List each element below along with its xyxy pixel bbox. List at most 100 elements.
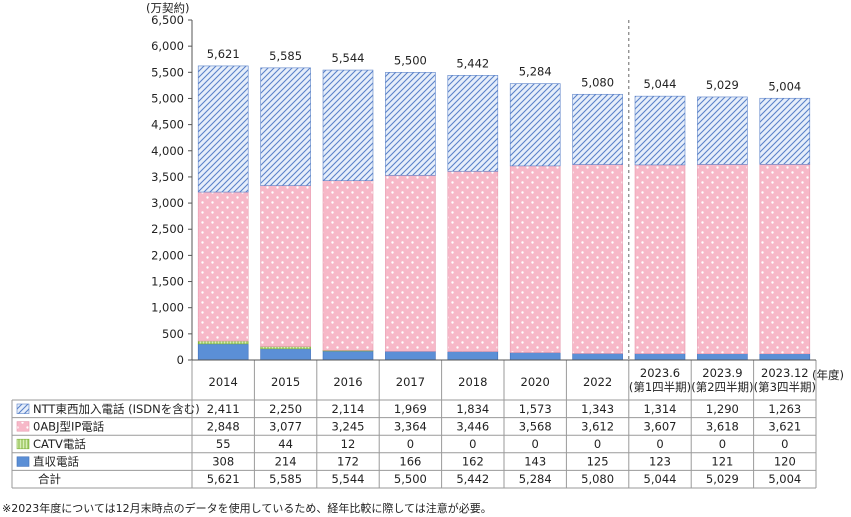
legend-swatch bbox=[16, 421, 30, 432]
y-tick-label: 1,000 bbox=[151, 301, 184, 315]
y-tick-label: 4,500 bbox=[151, 118, 184, 132]
y-tick-label: 500 bbox=[162, 327, 184, 341]
table-cell: 1,834 bbox=[456, 402, 489, 416]
x-category-label: (第3四半期) bbox=[754, 380, 816, 394]
bar-segment bbox=[260, 348, 311, 361]
table-cell: 0 bbox=[469, 437, 476, 451]
y-tick-label: 2,500 bbox=[151, 222, 184, 236]
bar-segment bbox=[447, 170, 499, 352]
legend-swatch bbox=[16, 403, 30, 414]
table-cell: 121 bbox=[711, 455, 733, 469]
total-value-label: 5,029 bbox=[706, 78, 739, 92]
table-cell: 3,621 bbox=[768, 419, 801, 433]
total-value-label: 5,044 bbox=[644, 77, 677, 91]
table-cell: 0 bbox=[656, 437, 663, 451]
table-cell: 125 bbox=[587, 455, 609, 469]
table-row-label: 0ABJ型IP電話 bbox=[33, 419, 105, 433]
y-tick-label: 5,500 bbox=[151, 65, 184, 79]
total-value-label: 5,284 bbox=[519, 65, 552, 79]
bar-segment bbox=[447, 351, 499, 361]
table-cell: 214 bbox=[275, 455, 297, 469]
table-cell: 1,573 bbox=[519, 402, 552, 416]
data-table: 2014 2015 2016 2017 2018 2020 2022 2023.6(第1四半期… bbox=[11, 359, 817, 489]
table-cell: 5,544 bbox=[332, 472, 365, 486]
total-labels: 5,621 5,585 5,544 5,500 5,442 5,284 5,080 5,044… bbox=[207, 47, 802, 93]
table-cell: 1,263 bbox=[768, 402, 801, 416]
y-tick-label: 4,000 bbox=[151, 144, 184, 158]
bar-segment bbox=[322, 69, 374, 181]
table-cell: 0 bbox=[594, 437, 601, 451]
table-cell: 0 bbox=[407, 437, 414, 451]
y-axis-unit-label: (万契約) bbox=[146, 1, 189, 15]
total-value-label: 5,544 bbox=[332, 51, 365, 65]
bar-segment bbox=[634, 353, 686, 361]
table-cell: 12 bbox=[341, 437, 356, 451]
bar-segment bbox=[385, 72, 436, 176]
bar-segment bbox=[197, 191, 249, 342]
bar-segment bbox=[197, 65, 249, 193]
table-cell: 0 bbox=[781, 437, 788, 451]
legend-swatch bbox=[16, 438, 30, 450]
bar-segment bbox=[697, 96, 748, 165]
x-category-label: (第1四半期) bbox=[629, 380, 691, 394]
bar-segment bbox=[260, 67, 311, 186]
table-cell: 3,446 bbox=[456, 419, 489, 433]
total-value-label: 5,621 bbox=[207, 47, 240, 61]
table-row-label: 直収電話 bbox=[33, 455, 79, 469]
table-cell: 1,969 bbox=[394, 402, 427, 416]
x-category-label: 2016 bbox=[333, 375, 362, 389]
x-category-label: 2023.6 bbox=[640, 366, 680, 380]
table-cell: 143 bbox=[524, 455, 546, 469]
bar-segment bbox=[197, 343, 249, 361]
bar-segment bbox=[697, 164, 748, 354]
table-cell: 5,044 bbox=[644, 472, 677, 486]
table-cell: 3,364 bbox=[394, 419, 427, 433]
bar-segment bbox=[509, 83, 561, 167]
y-tick-label: 2,000 bbox=[151, 248, 184, 262]
y-tick-label: 3,500 bbox=[151, 170, 184, 184]
table-cell: 0 bbox=[719, 437, 726, 451]
table-cell: 3,568 bbox=[519, 419, 552, 433]
table-cell: 3,618 bbox=[706, 419, 739, 433]
table-cell: 55 bbox=[216, 437, 231, 451]
table-cell: 0 bbox=[532, 437, 539, 451]
bar-segment bbox=[634, 164, 686, 354]
table-cell: 5,585 bbox=[269, 472, 302, 486]
bar-segment bbox=[759, 353, 811, 361]
bar-segment bbox=[697, 353, 748, 361]
y-tick-label: 0 bbox=[177, 353, 184, 367]
x-category-label: 2014 bbox=[209, 375, 238, 389]
table-cell: 1,290 bbox=[706, 402, 739, 416]
footnote: ※2023年度については12月末時点のデータを使用しているため、経年比較に際して… bbox=[2, 501, 492, 515]
table-cell: 1,314 bbox=[644, 402, 677, 416]
total-value-label: 5,585 bbox=[269, 49, 302, 63]
bar-segment bbox=[322, 180, 374, 351]
table-cell: 166 bbox=[399, 455, 421, 469]
table-cell: 5,284 bbox=[519, 472, 552, 486]
y-tick-label: 1,500 bbox=[151, 275, 184, 289]
total-value-label: 5,080 bbox=[581, 75, 614, 89]
bar-segment bbox=[509, 165, 561, 353]
bar-segment bbox=[447, 75, 499, 172]
table-cell: 162 bbox=[462, 455, 484, 469]
x-category-label: 2022 bbox=[583, 375, 612, 389]
bar-segment bbox=[385, 175, 436, 352]
table-cell: 5,500 bbox=[394, 472, 427, 486]
bar-segment bbox=[634, 95, 686, 166]
x-category-label: 2023.12 bbox=[761, 366, 809, 380]
bar-segment bbox=[572, 93, 623, 165]
table-cell: 5,004 bbox=[768, 472, 801, 486]
x-category-label: 2015 bbox=[271, 375, 300, 389]
table-cell: 3,077 bbox=[269, 419, 302, 433]
table-cell: 120 bbox=[774, 455, 796, 469]
y-tick-label: 6,000 bbox=[151, 39, 184, 53]
table-cell: 2,848 bbox=[207, 419, 240, 433]
table-cell: 308 bbox=[212, 455, 234, 469]
bar-segment bbox=[572, 164, 623, 354]
bar-segment bbox=[759, 164, 811, 355]
table-cell: 3,612 bbox=[581, 419, 614, 433]
y-axis-ticks: 0 500 1,000 1,500 2,000 2,500 3,000 3,500 4,000 4… bbox=[151, 13, 193, 367]
x-category-label: 2018 bbox=[458, 375, 487, 389]
table-cell: 5,080 bbox=[581, 472, 614, 486]
